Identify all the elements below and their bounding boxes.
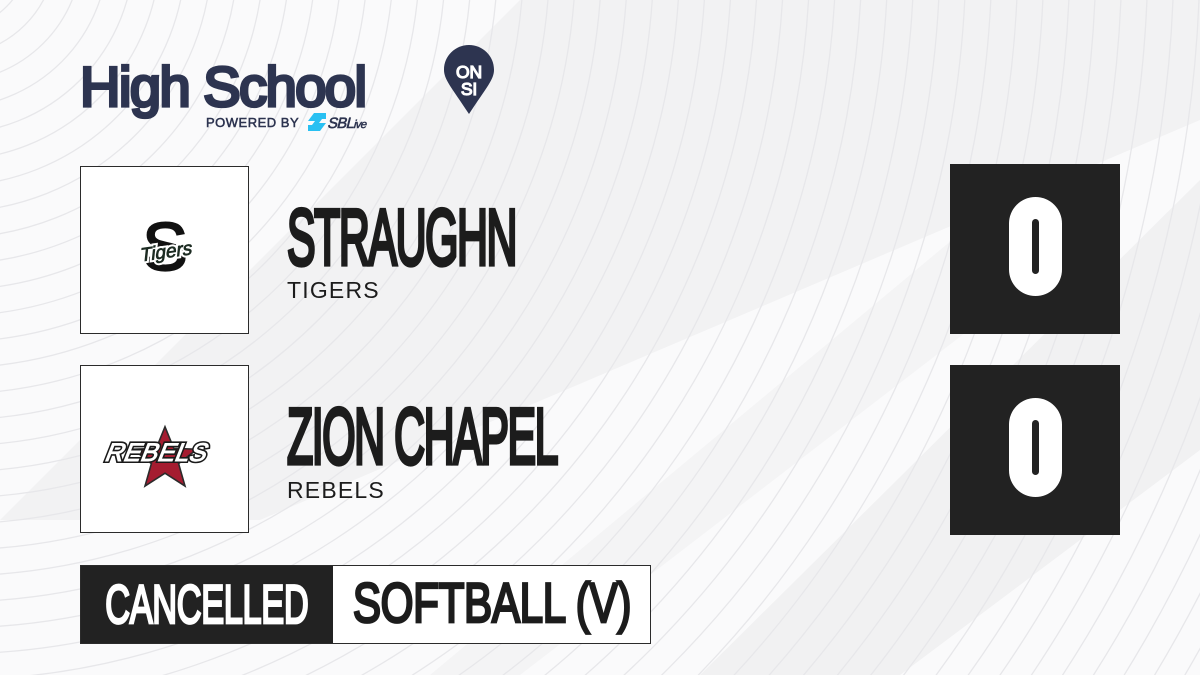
svg-text:SBLive: SBLive (327, 115, 368, 132)
svg-text:SI: SI (461, 79, 477, 99)
svg-text:REBELS: REBELS (103, 439, 211, 467)
